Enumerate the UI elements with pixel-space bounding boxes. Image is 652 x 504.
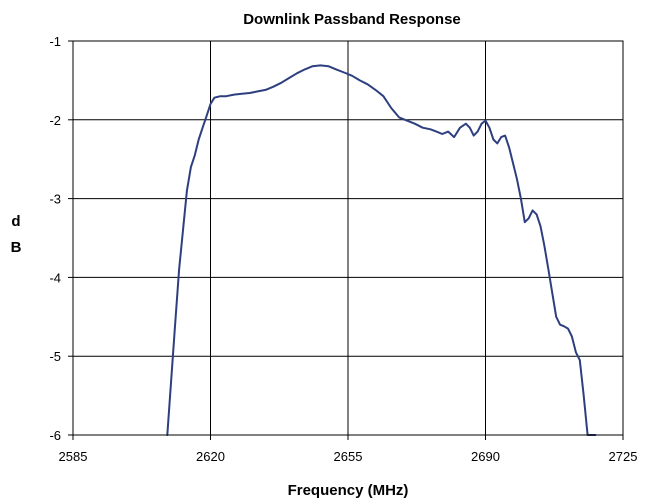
y-tick-label: -3 [49, 192, 61, 207]
x-tick-label: 2690 [471, 449, 500, 464]
y-tick-label: -2 [49, 113, 61, 128]
grid-lines [72, 40, 624, 436]
series-layer [166, 64, 597, 436]
x-tick-label: 2620 [196, 449, 225, 464]
y-tick-label: -6 [49, 428, 61, 443]
x-tick-label: 2585 [59, 449, 88, 464]
x-tick-label: 2655 [334, 449, 363, 464]
x-axis-ticks: 2585 2620 2655 2690 2725 [59, 435, 638, 464]
x-tick-label: 2725 [609, 449, 638, 464]
y-axis-label-line-2: B [11, 239, 22, 256]
y-axis-ticks: -1 -2 -3 -4 -5 -6 [49, 34, 73, 443]
x-axis-label: Frequency (MHz) [288, 482, 409, 499]
chart-title: Downlink Passband Response [243, 11, 461, 28]
passband-series-line [166, 64, 597, 436]
y-axis-label-line-1: d [11, 213, 20, 230]
y-tick-label: -4 [49, 270, 61, 285]
y-tick-label: -5 [49, 349, 61, 364]
y-tick-label: -1 [49, 34, 61, 49]
